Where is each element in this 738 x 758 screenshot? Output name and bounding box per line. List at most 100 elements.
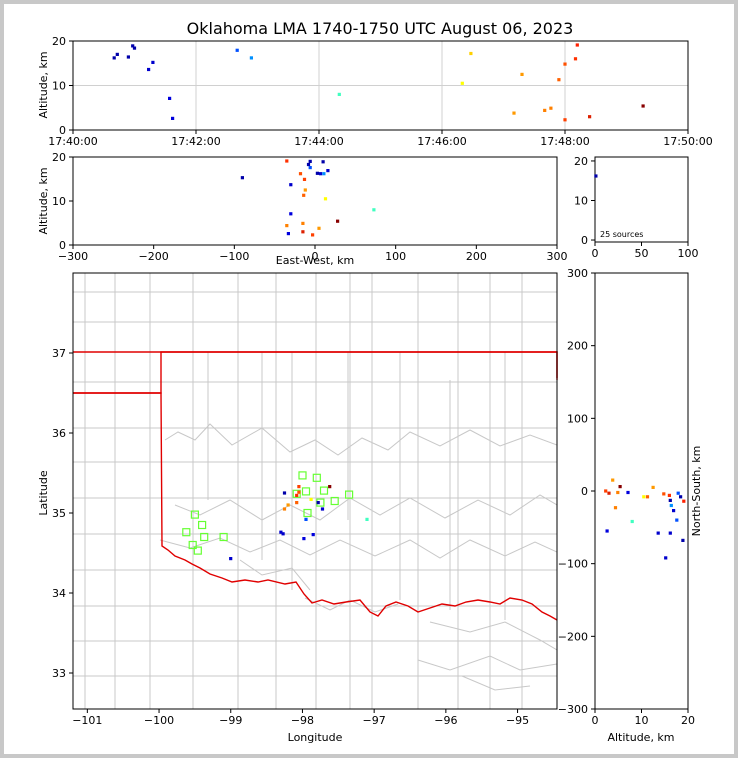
lightning-source-point	[626, 490, 630, 495]
time-axis-tick-label: 17:42:00	[171, 135, 220, 148]
lightning-source-point	[563, 62, 567, 66]
lightning-source-point	[311, 233, 315, 237]
lightning-source-point	[323, 197, 328, 201]
figure-frame: Oklahoma LMA 1740-1750 UTC August 06, 20…	[4, 4, 734, 754]
lightning-source-point	[286, 232, 290, 236]
lightning-source-point	[668, 531, 672, 535]
north-south-axis-tick-label: 100	[567, 412, 588, 425]
lightning-source-point	[295, 501, 299, 505]
lightning-source-point	[328, 485, 332, 489]
time-axis-tick-label: 17:40:00	[48, 135, 97, 148]
north-south-axis-tick-label: −300	[558, 703, 588, 716]
lightning-source-point	[662, 492, 666, 496]
lightning-source-point	[304, 517, 308, 521]
lightning-source-point	[315, 171, 319, 175]
altitude-axis-tick-label: 20	[52, 151, 66, 164]
north-south-axis-tick-label: 200	[567, 340, 588, 353]
lightning-source-point	[326, 169, 330, 173]
east-west-axis-tick-label: −100	[219, 250, 249, 263]
lightning-source-point	[285, 224, 289, 228]
lma-station-marker	[188, 540, 197, 550]
lightning-source-point	[308, 159, 312, 163]
altitude-eastwest-panel: −300 −200 −100 0 100 200 300 0 10 20 Altitude, km…	[37, 151, 568, 267]
northsouth-altitude-xlabel: Altitude, km	[607, 731, 674, 744]
time-axis-tick-label: 17:46:00	[417, 135, 466, 148]
latitude-axis-tick-label: 34	[52, 587, 66, 600]
lma-station-marker	[312, 473, 321, 482]
altitude-axis-tick-label: 20	[681, 714, 695, 727]
latitude-axis-tick-label: 35	[52, 507, 66, 520]
lightning-source-point	[573, 57, 578, 61]
lightning-source-point	[469, 51, 473, 56]
longitude-axis-tick-label: −96	[434, 714, 457, 727]
plan-view-xlabel: Longitude	[288, 731, 343, 744]
lightning-source-point	[303, 188, 307, 192]
lightning-source-point	[317, 226, 321, 230]
lightning-source-point	[557, 78, 561, 82]
lightning-source-point	[588, 115, 592, 119]
lightning-source-point	[669, 503, 673, 508]
plan-view-ylabel: Latitude	[37, 470, 50, 516]
lightning-source-point	[549, 106, 553, 110]
count-axis-tick-label: 0	[592, 247, 599, 260]
east-west-axis-tick-label: −200	[139, 250, 169, 263]
lightning-source-point	[306, 162, 311, 167]
lightning-source-point	[302, 177, 307, 181]
lightning-source-point	[605, 529, 609, 533]
lightning-source-point	[607, 491, 611, 495]
lightning-source-point	[132, 46, 137, 50]
longitude-axis-tick-label: −97	[363, 714, 386, 727]
lma-station-marker	[301, 487, 311, 496]
altitude-eastwest-xlabel: East-West, km	[276, 254, 354, 267]
altitude-axis-tick-label: 10	[574, 194, 588, 207]
plan-view-axes-frame	[72, 272, 558, 710]
east-west-axis-tick-label: 0	[312, 250, 319, 263]
lma-station-marker	[319, 486, 329, 495]
lightning-source-point	[235, 48, 239, 52]
lightning-source-point	[460, 81, 464, 85]
altitude-axis-tick-label: 0	[59, 124, 66, 137]
east-west-axis-tick-label: 200	[466, 250, 487, 263]
lightning-source-point	[630, 519, 634, 524]
count-axis-tick-label: 100	[678, 247, 699, 260]
northsouth-altitude-points	[604, 478, 686, 560]
lightning-source-point	[642, 495, 646, 499]
lightning-source-point	[309, 497, 313, 501]
lightning-source-point	[676, 491, 680, 495]
histogram-bars	[594, 174, 598, 178]
lightning-source-point	[147, 67, 151, 72]
time-axis-tick-label: 17:44:00	[294, 135, 343, 148]
lma-station-marker	[190, 510, 199, 519]
longitude-axis-tick-label: −95	[506, 714, 529, 727]
lightning-source-point	[672, 509, 676, 513]
lightning-source-point	[302, 537, 306, 541]
lightning-source-point	[604, 489, 608, 493]
lightning-source-point	[249, 56, 253, 60]
plan-view-map-panel: −101 −100 −99 −98 −97 −96 −95 33 34 35 36 37 Latitu…	[37, 272, 558, 744]
northsouth-altitude-ylabel: North-South, km	[690, 446, 703, 537]
east-west-axis-tick-label: −300	[58, 250, 88, 263]
lma-stations	[182, 471, 354, 555]
lightning-source-point	[289, 212, 293, 216]
lightning-source-point	[229, 557, 233, 561]
lma-station-marker	[198, 520, 207, 530]
lightning-source-point	[279, 530, 283, 534]
lightning-source-point	[115, 52, 119, 56]
lightning-source-point	[285, 159, 289, 163]
count-axis-tick-label: 50	[635, 247, 649, 260]
plan-view-points	[229, 485, 369, 561]
longitude-axis-tick-label: −101	[72, 714, 102, 727]
longitude-axis-tick-label: −99	[219, 714, 242, 727]
altitude-eastwest-ticks: −300 −200 −100 0 100 200 300 0 10 20	[52, 151, 568, 263]
lightning-source-point	[681, 538, 685, 542]
lma-figure: Oklahoma LMA 1740-1750 UTC August 06, 20…	[37, 19, 713, 744]
altitude-axis-tick-label: 20	[52, 35, 66, 48]
lightning-source-point	[281, 532, 285, 536]
time-axis-tick-label: 17:48:00	[540, 135, 589, 148]
lightning-source-point	[308, 166, 312, 170]
east-west-axis-tick-label: 300	[547, 250, 568, 263]
lightning-source-point	[512, 111, 516, 115]
lightning-source-point	[675, 518, 679, 522]
north-south-axis-tick-label: 300	[567, 267, 588, 280]
lightning-source-point	[297, 485, 301, 489]
